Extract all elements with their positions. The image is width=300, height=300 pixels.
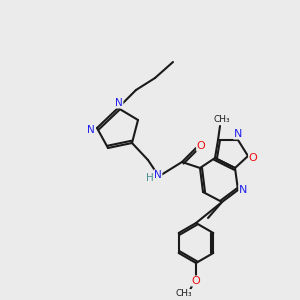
Text: N: N bbox=[115, 98, 123, 108]
Text: N: N bbox=[154, 170, 162, 180]
Text: O: O bbox=[192, 276, 200, 286]
Text: H: H bbox=[146, 173, 154, 183]
Text: O: O bbox=[249, 153, 257, 163]
Text: CH₃: CH₃ bbox=[214, 116, 230, 124]
Text: CH₃: CH₃ bbox=[176, 290, 192, 298]
Text: O: O bbox=[196, 141, 206, 151]
Text: N: N bbox=[234, 129, 242, 139]
Text: N: N bbox=[239, 185, 247, 195]
Text: N: N bbox=[87, 125, 95, 135]
